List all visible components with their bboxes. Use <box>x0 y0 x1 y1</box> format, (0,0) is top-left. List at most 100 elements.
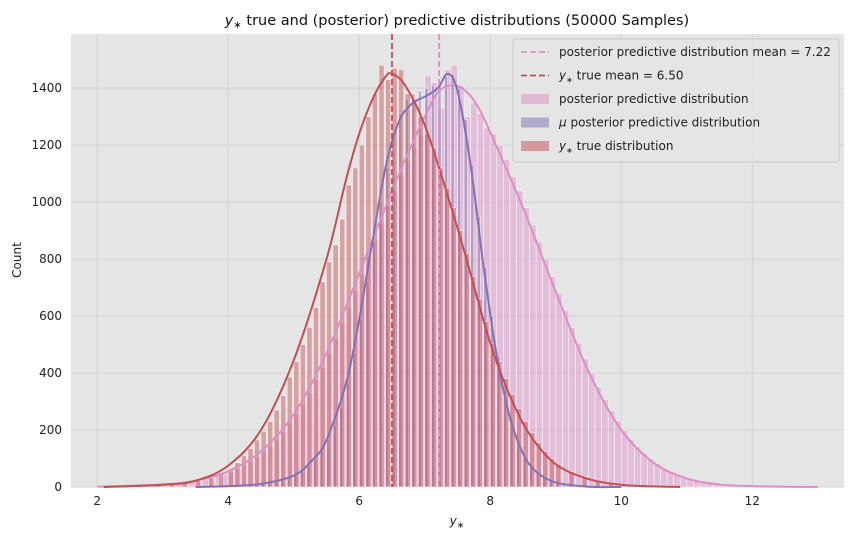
legend: posterior predictive distribution mean =… <box>512 38 840 163</box>
histogram-bar <box>218 473 224 488</box>
y-tick-label: 1000 <box>31 195 62 209</box>
legend-frame <box>512 38 840 163</box>
y-tick-label: 0 <box>54 480 62 494</box>
histogram-bar <box>227 469 234 488</box>
histogram-bar <box>280 395 287 488</box>
histogram-bar <box>568 327 576 488</box>
histogram-bar <box>430 147 437 488</box>
y-tick-label: 600 <box>39 309 62 323</box>
kde-curve-0 <box>97 84 818 488</box>
histogram-bar <box>254 439 260 488</box>
histogram-bar <box>457 230 464 488</box>
histogram-bar <box>489 342 496 488</box>
x-tick-label: 2 <box>93 494 101 508</box>
series-bars-2 <box>103 65 680 488</box>
histogram-bar <box>417 116 424 488</box>
legend-label: posterior predictive distribution <box>559 92 749 106</box>
y-tick-label: 1400 <box>31 81 62 95</box>
histogram-bar <box>476 298 483 488</box>
histogram-bar <box>273 409 280 488</box>
histogram-bar <box>627 438 635 488</box>
histogram-bar <box>372 93 378 488</box>
histogram-bar <box>450 207 457 488</box>
y-tick-label: 400 <box>39 366 62 380</box>
histogram-bar <box>234 462 241 488</box>
y-tick-label: 800 <box>39 252 62 266</box>
histogram-bar <box>339 218 346 488</box>
x-tick-label: 8 <box>486 494 494 508</box>
legend-label: y∗ true distribution <box>558 139 673 155</box>
histogram-bar <box>260 431 267 488</box>
histogram-bar <box>267 421 274 488</box>
y-tick-label: 200 <box>39 423 62 437</box>
x-tick-label: 4 <box>224 494 232 508</box>
histogram-bars <box>96 65 819 488</box>
histogram-bar <box>345 184 352 488</box>
histogram-bar <box>444 187 450 488</box>
histogram-bar <box>483 321 490 488</box>
histogram-bar <box>365 116 372 488</box>
histogram-bar <box>424 133 431 488</box>
x-tick-label: 6 <box>355 494 363 508</box>
histogram-bar <box>562 310 570 488</box>
histogram-bar <box>411 99 418 488</box>
histogram-bar <box>581 358 589 488</box>
histogram-bar <box>614 420 622 488</box>
histogram-bar <box>568 471 575 488</box>
legend-label: μ posterior predictive distribution <box>558 116 760 130</box>
histogram-bar <box>575 342 583 488</box>
y-axis-label: Count <box>10 242 24 278</box>
legend-patch-swatch <box>521 141 549 151</box>
histogram-bar <box>299 344 306 488</box>
histogram-bar <box>208 477 215 488</box>
histogram-bar <box>555 292 563 488</box>
legend-patch-swatch <box>521 94 549 104</box>
histogram-bar <box>516 408 522 488</box>
histogram-bar <box>555 463 562 488</box>
x-tick-label: 10 <box>614 494 629 508</box>
x-axis-label: y∗ <box>449 514 465 531</box>
histogram-bar <box>535 442 542 488</box>
histogram-bar <box>404 93 411 488</box>
histogram-bar <box>306 327 313 488</box>
histogram-bar <box>503 378 509 488</box>
mean-lines <box>391 34 441 487</box>
histogram-bar <box>529 432 536 488</box>
histogram-bar <box>470 275 477 488</box>
legend-label: y∗ true mean = 6.50 <box>558 69 684 85</box>
chart-title: y∗ true and (posterior) predictive distr… <box>224 13 689 31</box>
kde-curve-1 <box>195 72 622 489</box>
histogram-bar <box>588 372 596 488</box>
histogram-bar <box>548 458 555 488</box>
histogram-bar <box>319 281 326 488</box>
histogram-bar <box>286 377 293 488</box>
legend-label: posterior predictive distribution mean =… <box>559 45 831 59</box>
legend-patch-swatch <box>521 117 549 128</box>
histogram-bar <box>293 361 300 488</box>
histogram-bar <box>385 79 391 488</box>
histogram-bar <box>398 69 405 488</box>
histogram-bar <box>326 261 333 488</box>
histogram-bar <box>548 275 557 488</box>
x-tick-label: 12 <box>745 494 760 508</box>
histogram-bar <box>378 65 385 488</box>
histogram-bar <box>437 167 444 488</box>
histogram-bar <box>607 410 616 488</box>
histogram-bar <box>332 244 339 488</box>
kde-curves <box>97 72 818 489</box>
histogram-bar <box>620 430 629 488</box>
histogram-bar <box>509 394 516 488</box>
histogram-bar <box>594 386 602 488</box>
histogram-bar <box>313 307 319 488</box>
axis-ticks: 2 4 6 8 10 12 0 200 400 600 800 1000 1200 1400 <box>31 81 759 508</box>
histogram-bar <box>496 361 503 488</box>
histogram-bar <box>241 455 247 488</box>
y-tick-label: 1200 <box>31 138 62 152</box>
histogram-bar <box>247 448 254 488</box>
histogram-bar <box>542 451 549 488</box>
kde-curve-2 <box>103 72 681 488</box>
histogram-bar <box>463 253 470 488</box>
histogram-bar <box>601 398 609 488</box>
